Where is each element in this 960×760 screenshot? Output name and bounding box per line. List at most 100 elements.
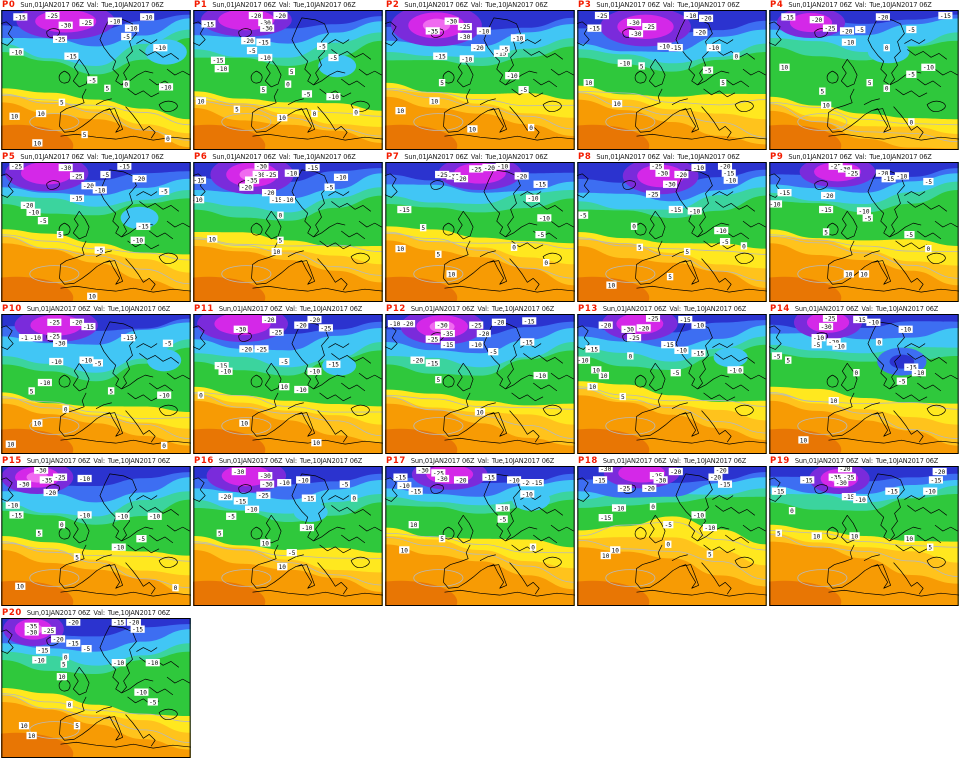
forecast-panel-p20[interactable]: P20 Sun,01JAN2017 06Z Val: Tue,10JAN2017 06… <box>0 608 192 760</box>
forecast-panel-p10[interactable]: P10 Sun,01JAN2017 06Z Val: Tue,10JAN2017 06… <box>0 304 192 456</box>
forecast-panel-p5[interactable]: P5 Sun,01JAN2017 06Z Val: Tue,10JAN2017 06Z… <box>0 152 192 304</box>
temp-label: 0 <box>853 369 860 377</box>
valid-time: Tue,10JAN2017 06Z <box>869 1 932 9</box>
coastline <box>577 169 767 293</box>
temp-value: -30 <box>437 476 448 483</box>
temp-label: -20 <box>401 320 416 328</box>
temp-label: -30 <box>254 162 269 171</box>
init-time: Sun,01JAN2017 06Z <box>410 457 475 465</box>
temp-value: -10 <box>676 348 687 355</box>
forecast-panel-p13[interactable]: P13 Sun,01JAN2017 06Z Val: Tue,10JAN2017 06… <box>576 304 768 456</box>
temperature-labels: -25-15-30-25-30-10 -20-20-15-10 -10-10 5-50… <box>583 11 740 108</box>
temp-value: -10 <box>578 358 589 365</box>
temp-label: -30 <box>435 321 450 330</box>
temp-label: 10 <box>239 419 250 428</box>
temp-label: -15 <box>885 487 900 496</box>
temp-label: -30 <box>233 325 248 334</box>
forecast-panel-p6[interactable]: P6 Sun,01JAN2017 06Z Val: Tue,10JAN2017 06Z… <box>192 152 384 304</box>
temp-label: -10 <box>111 543 126 552</box>
temp-label: -5 <box>324 183 335 192</box>
temp-label: 10 <box>474 408 486 416</box>
temperature-shading <box>193 10 383 150</box>
temp-label: -30 <box>444 17 459 26</box>
temp-label: -15 <box>771 487 786 496</box>
temp-label: -25 <box>649 162 664 171</box>
temp-label: -15 <box>661 341 676 349</box>
forecast-panel-p8[interactable]: P8 Sun,01JAN2017 06Z Val: Tue,10JAN2017 06Z… <box>576 152 768 304</box>
temperature-labels: -25-30 -20-30-25-10 -20-15-10-15 -10-50-10-… <box>577 162 748 290</box>
valid-label: Val: <box>669 457 681 465</box>
forecast-panel-p15[interactable]: P15 Sun,01JAN2017 06Z Val: Tue,10JAN2017 06… <box>0 456 192 608</box>
temp-label: -10 <box>505 72 520 80</box>
temp-value: -35 <box>26 624 37 631</box>
temp-value: -15 <box>37 648 48 655</box>
temperature-labels: -30 -35 -30 -25 -10 -20 -10 -15 -10 0 -10 -10 -5 -10 5… <box>5 466 179 592</box>
forecast-panel-p14[interactable]: P14 Sun,01JAN2017 06Z Val: Tue,10JAN2017 06… <box>768 304 960 456</box>
forecast-panel-p7[interactable]: P7 Sun,01JAN2017 06Z Val: Tue,10JAN2017 06Z… <box>384 152 576 304</box>
temp-value: 5 <box>30 388 34 395</box>
temp-label: 10 <box>35 109 47 118</box>
temp-label: -5 <box>488 348 499 356</box>
temp-value: -20 <box>934 469 945 476</box>
temp-label: -25 <box>256 491 271 500</box>
temp-value: -10 <box>282 197 293 204</box>
forecast-panel-p4[interactable]: P4 Sun,01JAN2017 06Z Val: Tue,10JAN2017 06Z… <box>768 0 960 152</box>
forecast-panel-p3[interactable]: P3 Sun,01JAN2017 06Z Val: Tue,10JAN2017 06Z… <box>576 0 768 152</box>
temp-label: -10 <box>26 208 41 217</box>
temp-label: -5 <box>162 339 174 348</box>
temp-label: 5 <box>107 387 115 395</box>
temp-value: 0 <box>64 407 68 414</box>
temp-value: -15 <box>113 620 124 627</box>
temp-value: -25 <box>256 346 267 353</box>
coastline <box>577 321 767 445</box>
gray-contours <box>385 394 575 440</box>
valid-time: Tue,10JAN2017 06Z <box>875 457 939 465</box>
temp-value: -20 <box>720 164 731 171</box>
panel-header: P19 Sun,01JAN2017 06Z Val: Tue,10JAN2017 06… <box>768 456 960 466</box>
temp-value: 10 <box>89 294 97 301</box>
temp-value: 10 <box>431 98 439 105</box>
temp-label: 5 <box>666 273 674 281</box>
temp-value: -25 <box>43 628 54 635</box>
temp-label: -15 <box>904 363 919 372</box>
temp-label: -30 <box>17 480 32 489</box>
temp-label: -30 <box>435 474 450 483</box>
temp-value: -10 <box>613 505 624 512</box>
valid-label: Val: <box>470 1 483 9</box>
temp-value: -15 <box>427 360 438 367</box>
temp-value: 10 <box>589 384 597 391</box>
temp-label: -10 <box>811 334 826 342</box>
forecast-panel-p18[interactable]: P18 Sun,01JAN2017 06Z Val: Tue,10JAN2017 06… <box>576 456 768 608</box>
valid-label: Val: <box>86 153 99 161</box>
forecast-panel-p19[interactable]: P19 Sun,01JAN2017 06Z Val: Tue,10JAN2017 06… <box>768 456 960 608</box>
forecast-panel-p17[interactable]: P17 Sun,01JAN2017 06Z Val: Tue,10JAN2017 06… <box>384 456 576 608</box>
forecast-panel-p9[interactable]: P9 Sun,01JAN2017 06Z Val: Tue,10JAN2017 06Z… <box>768 152 960 304</box>
temp-label: -15 <box>214 362 229 370</box>
temp-value: -5 <box>721 239 729 246</box>
forecast-panel-p12[interactable]: P12 Sun,01JAN2017 06Z Val: Tue,10JAN2017 06… <box>384 304 576 456</box>
temp-label: -30 <box>58 21 73 30</box>
forecast-panel-p2[interactable]: P2 Sun,01JAN2017 06Z Val: Tue,10JAN2017 06Z… <box>384 0 576 152</box>
temp-label: -15 <box>301 494 316 503</box>
forecast-panel-p0[interactable]: P0 Sun,01JAN2017 06Z Val: Tue,10JAN2017 06Z… <box>0 0 192 152</box>
temp-label: -5 <box>811 341 822 349</box>
temp-value: 0 <box>927 246 931 253</box>
temp-label: -15 <box>881 175 896 183</box>
temp-value: 5 <box>105 86 109 93</box>
temp-label: -15 <box>585 345 600 353</box>
temp-value: -15 <box>271 197 282 204</box>
temp-value: 5 <box>109 388 113 395</box>
temp-value: -10 <box>704 525 715 532</box>
temp-label: 0 <box>649 502 657 511</box>
temp-label: -15 <box>520 338 535 346</box>
temp-value: -15 <box>720 482 731 489</box>
temp-value: -10 <box>770 201 781 208</box>
forecast-panel-p1[interactable]: P1 Sun,01JAN2017 06Z Val: Tue,10JAN2017 06Z… <box>192 0 384 152</box>
forecast-panel-p11[interactable]: P11 Sun,01JAN2017 06Z Val: Tue,10JAN2017 06… <box>192 304 384 456</box>
temp-label: -20 <box>636 324 651 332</box>
temp-label: 10 <box>606 281 617 290</box>
temp-label: -25 <box>822 24 837 33</box>
forecast-panel-p16[interactable]: P16 Sun,01JAN2017 06Z Val: Tue,10JAN2017 06… <box>192 456 384 608</box>
temp-label: -15 <box>66 639 81 648</box>
coastline <box>769 473 959 597</box>
